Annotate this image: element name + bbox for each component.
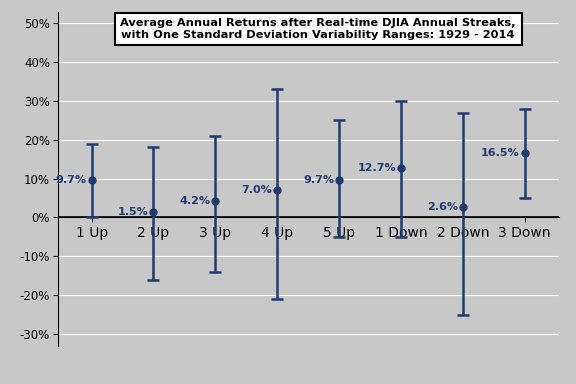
Text: 7.0%: 7.0% [241,185,272,195]
Text: 12.7%: 12.7% [357,163,396,173]
Text: 4.2%: 4.2% [179,196,210,206]
Text: 16.5%: 16.5% [481,148,520,158]
Text: 1.5%: 1.5% [118,207,149,217]
Text: Average Annual Returns after Real-time DJIA Annual Streaks,
with One Standard De: Average Annual Returns after Real-time D… [120,18,516,40]
Text: 2.6%: 2.6% [427,202,458,212]
Text: 9.7%: 9.7% [56,175,86,185]
Text: 9.7%: 9.7% [303,175,334,185]
